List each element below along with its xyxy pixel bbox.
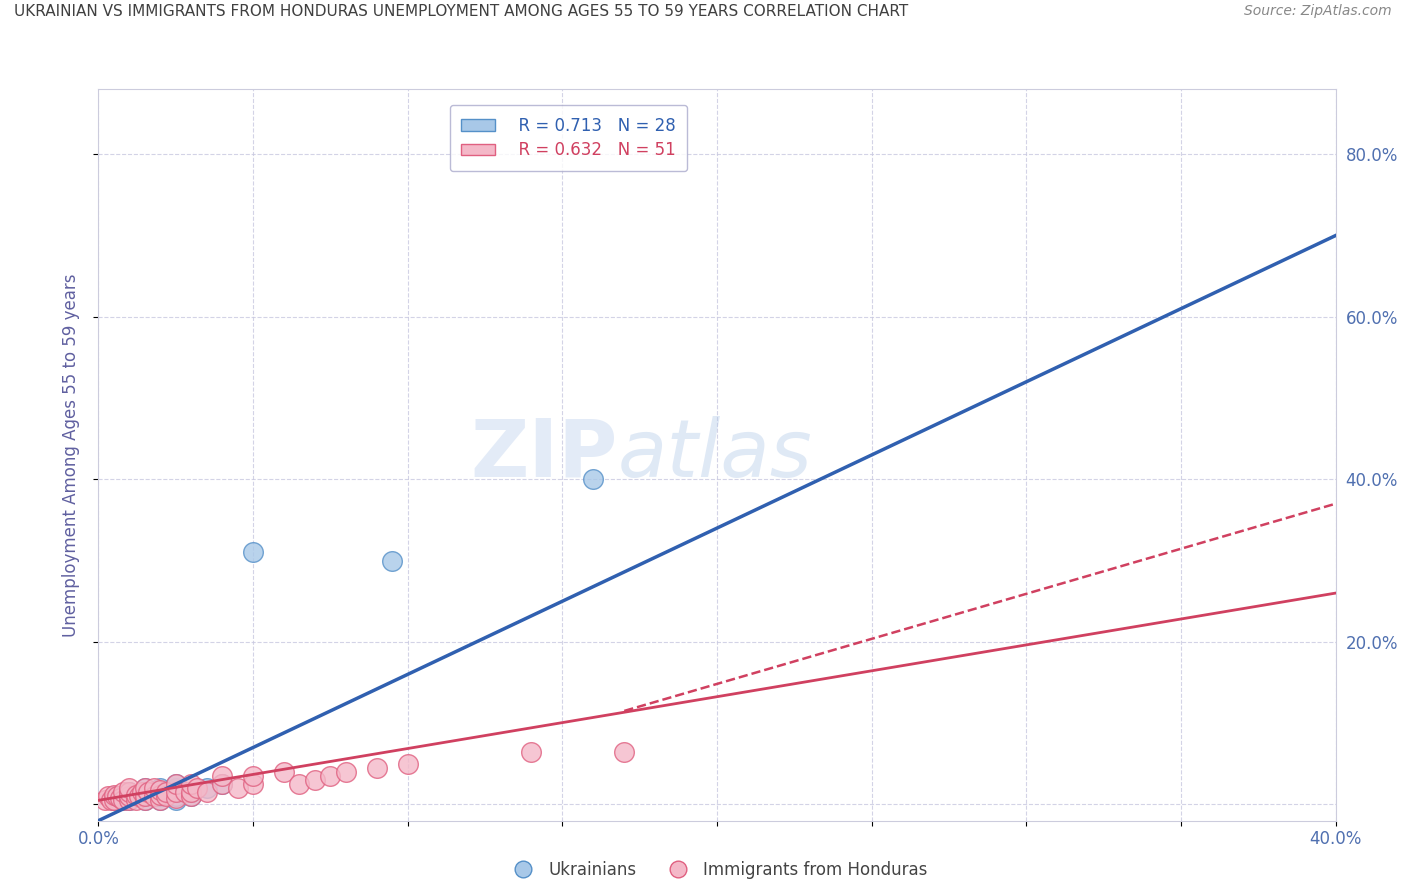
Point <box>118 789 141 804</box>
Point <box>180 789 202 804</box>
Point <box>242 769 264 783</box>
Point <box>134 789 156 804</box>
Point <box>149 789 172 804</box>
Point <box>93 793 115 807</box>
Point <box>134 793 156 807</box>
Point <box>155 785 177 799</box>
Point <box>195 781 218 796</box>
Point <box>226 781 249 796</box>
Point <box>304 772 326 787</box>
Point <box>143 789 166 804</box>
Point <box>165 790 187 805</box>
Point <box>134 789 156 804</box>
Y-axis label: Unemployment Among Ages 55 to 59 years: Unemployment Among Ages 55 to 59 years <box>62 273 80 637</box>
Text: ZIP: ZIP <box>471 416 619 494</box>
Point <box>149 781 172 796</box>
Point <box>143 781 166 796</box>
Point <box>118 781 141 796</box>
Point <box>335 764 357 779</box>
Point <box>134 785 156 799</box>
Point <box>149 793 172 807</box>
Point <box>165 785 187 799</box>
Point <box>242 777 264 791</box>
Point <box>520 745 543 759</box>
Point <box>108 790 131 805</box>
Text: UKRAINIAN VS IMMIGRANTS FROM HONDURAS UNEMPLOYMENT AMONG AGES 55 TO 59 YEARS COR: UKRAINIAN VS IMMIGRANTS FROM HONDURAS UN… <box>14 4 908 20</box>
Point <box>273 764 295 779</box>
Point <box>103 793 125 807</box>
Point <box>155 789 177 804</box>
Point <box>131 785 153 799</box>
Point <box>124 788 146 802</box>
Point <box>381 553 404 567</box>
Point <box>97 789 120 804</box>
Point <box>211 777 233 791</box>
Point <box>103 788 125 802</box>
Point <box>100 793 122 807</box>
Point <box>136 785 159 799</box>
Point <box>155 785 177 799</box>
Point <box>366 761 388 775</box>
Text: Source: ZipAtlas.com: Source: ZipAtlas.com <box>1244 4 1392 19</box>
Point <box>396 756 419 771</box>
Point <box>124 789 146 804</box>
Point <box>288 777 311 791</box>
Point <box>165 777 187 791</box>
Point <box>195 785 218 799</box>
Point <box>211 769 233 783</box>
Point <box>582 472 605 486</box>
Point <box>180 785 202 799</box>
Point <box>165 793 187 807</box>
Text: atlas: atlas <box>619 416 813 494</box>
Point <box>124 793 146 807</box>
Point <box>319 769 342 783</box>
Point <box>112 785 135 799</box>
Point <box>174 785 197 799</box>
Point <box>149 782 172 797</box>
Point <box>149 793 172 807</box>
Point <box>118 785 141 799</box>
Point <box>103 789 125 804</box>
Point <box>143 789 166 804</box>
Point <box>128 789 150 804</box>
Point <box>118 793 141 807</box>
Point <box>180 789 202 804</box>
Point <box>149 788 172 802</box>
Point <box>118 785 141 799</box>
Point <box>112 793 135 807</box>
Point <box>186 781 208 796</box>
Point <box>134 781 156 796</box>
Point <box>134 793 156 807</box>
Legend: Ukrainians, Immigrants from Honduras: Ukrainians, Immigrants from Honduras <box>501 855 934 886</box>
Point <box>149 785 172 799</box>
Point <box>118 789 141 804</box>
Point <box>211 777 233 791</box>
Point <box>180 777 202 791</box>
Point <box>242 545 264 559</box>
Point <box>165 789 187 804</box>
Point <box>613 745 636 759</box>
Point <box>180 785 202 799</box>
Point <box>165 781 187 796</box>
Point <box>134 781 156 796</box>
Point <box>105 789 128 804</box>
Point <box>118 793 141 807</box>
Point <box>103 793 125 807</box>
Point <box>165 777 187 791</box>
Point <box>112 793 135 807</box>
